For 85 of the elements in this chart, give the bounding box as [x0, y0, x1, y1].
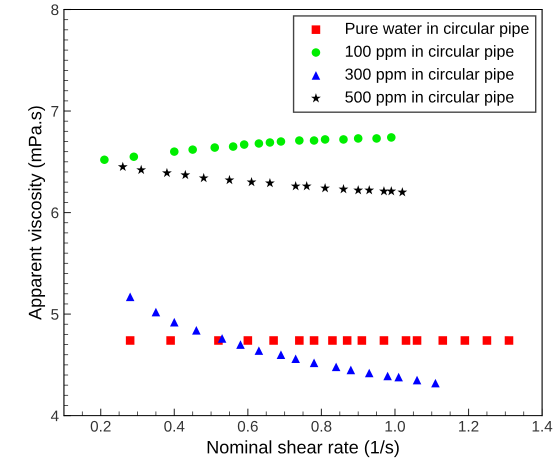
point [438, 336, 448, 345]
point [310, 358, 318, 368]
point [320, 183, 330, 192]
legend-label: 300 ppm in circular pipe [345, 68, 514, 83]
point [342, 336, 352, 345]
point [338, 184, 348, 194]
x-tick-label: 1.0 [386, 420, 405, 432]
point [310, 136, 318, 145]
point [504, 336, 514, 345]
point [254, 346, 264, 355]
y-axis-title: Apparent viscosity (mPa.s) [28, 106, 46, 320]
x-axis-title: Nominal shear rate (1/s) [208, 440, 399, 458]
legend-label: 500 ppm in circular pipe [345, 90, 514, 106]
y-tick-label: 5 [51, 309, 58, 320]
point [372, 134, 381, 143]
point [332, 362, 340, 372]
point [188, 145, 197, 154]
x-tick-label: 1.2 [459, 420, 478, 432]
point [136, 164, 146, 174]
point [276, 350, 286, 359]
point [302, 181, 312, 190]
point [412, 376, 422, 384]
point [364, 368, 374, 378]
point [295, 336, 304, 345]
point [386, 186, 396, 196]
point [354, 134, 362, 143]
point [394, 372, 403, 382]
x-tick-label: 0.8 [311, 420, 332, 432]
point [379, 186, 389, 196]
legend-label: 100 ppm in circular pipe [346, 45, 514, 60]
point [346, 366, 356, 374]
point [126, 292, 134, 302]
point [460, 336, 470, 345]
point [170, 147, 179, 156]
legend-label: Pure water in circular pipe [346, 22, 529, 38]
point [291, 354, 300, 364]
point [118, 162, 128, 172]
point [210, 143, 220, 152]
point [412, 336, 422, 345]
point [431, 378, 440, 388]
point [320, 135, 330, 144]
point [152, 308, 160, 316]
point [162, 168, 172, 178]
point [126, 336, 134, 345]
point [246, 176, 256, 186]
point [224, 174, 234, 184]
point [236, 340, 245, 349]
point [380, 336, 388, 345]
point [265, 178, 275, 188]
point [198, 172, 209, 182]
point [170, 318, 179, 326]
point [276, 137, 286, 146]
point [254, 139, 264, 148]
point [218, 334, 226, 343]
x-tick-label: 0.2 [90, 420, 111, 432]
point [364, 185, 374, 194]
point [295, 136, 304, 145]
point [402, 336, 410, 345]
point [130, 152, 138, 161]
point [310, 336, 318, 345]
point [180, 170, 190, 180]
point [266, 138, 274, 147]
point [166, 336, 175, 345]
x-tick-label: 0.6 [238, 420, 258, 432]
x-tick-label: 1.4 [532, 421, 552, 432]
point [339, 135, 348, 144]
point [328, 336, 337, 345]
point [228, 142, 238, 151]
point [269, 336, 278, 345]
point [240, 140, 248, 149]
y-tick-label: 8 [51, 4, 58, 16]
point [290, 181, 301, 190]
point [244, 336, 252, 345]
point [358, 336, 366, 345]
y-tick-label: 4 [50, 410, 59, 422]
point [383, 372, 392, 380]
point [482, 336, 492, 345]
x-tick-label: 0.4 [164, 420, 184, 432]
y-tick-label: 6 [51, 207, 58, 218]
point [100, 155, 109, 164]
point [387, 133, 396, 142]
point [353, 185, 364, 194]
y-tick-label: 7 [51, 106, 58, 117]
point [192, 326, 201, 335]
point [397, 187, 408, 196]
